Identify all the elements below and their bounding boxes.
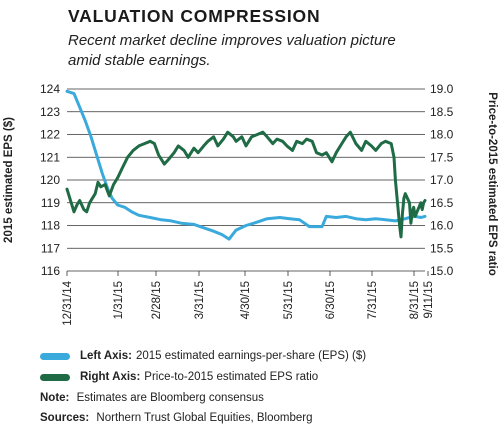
right-tick-label: 16.0 (430, 219, 454, 233)
legend-right-axis: Right Axis: Price-to-2015 estimated EPS … (40, 371, 318, 383)
right-axis-ticks: 15.0 15.5 16.0 16.5 17.0 17.5 18.0 18.5 19.0 (430, 82, 454, 278)
sources: Sources: Northern Trust Global Equities,… (40, 412, 312, 424)
left-tick-label: 123 (40, 105, 60, 119)
series-line-eps (65, 89, 427, 241)
legend-left-axis: Left Axis: 2015 estimated earnings-per-s… (40, 350, 366, 362)
right-axis-label: Price-to-2015 estimated EPS ratio (486, 92, 498, 275)
note: Note: Estimates are Bloomberg consensus (40, 392, 264, 404)
x-tick-label: 6/30/15 (325, 281, 337, 319)
left-axis-ticks: 116 117 118 119 120 121 122 123 124 (40, 82, 60, 278)
right-tick-label: 18.0 (430, 128, 454, 142)
sources-text: Northern Trust Global Equities, Bloomber… (96, 412, 313, 424)
x-tick-label: 2/28/15 (151, 281, 163, 319)
right-tick-label: 17.5 (430, 150, 454, 164)
legend-swatch-eps (40, 352, 70, 360)
x-tick-label: 4/30/15 (240, 281, 252, 319)
legend-left-bold: Left Axis: (80, 350, 132, 362)
right-tick-label: 15.0 (430, 264, 454, 278)
x-axis-ticks: 12/31/14 1/31/15 2/28/15 3/31/15 4/30/15 5/31… (62, 271, 435, 326)
legend-left-text: 2015 estimated earnings-per-share (EPS) … (135, 350, 367, 362)
x-tick-label: 9/11/15 (423, 281, 435, 319)
left-tick-label: 122 (40, 128, 60, 142)
legend-right-bold: Right Axis: (80, 371, 141, 383)
left-tick-label: 121 (40, 150, 60, 164)
right-tick-label: 18.5 (430, 105, 454, 119)
left-tick-label: 117 (41, 241, 60, 255)
note-label: Note: (40, 392, 70, 404)
chart-subtitle: Recent market decline improves valuation… (68, 32, 396, 69)
legend-right-text: Price-to-2015 estimated EPS ratio (144, 371, 319, 383)
x-tick-label: 3/31/15 (194, 281, 206, 319)
x-tick-label: 1/31/15 (113, 281, 125, 319)
gridlines (67, 88, 425, 272)
right-tick-label: 15.5 (430, 241, 454, 255)
x-tick-label: 5/31/15 (283, 281, 295, 319)
x-tick-label: 7/31/15 (367, 281, 379, 319)
x-tick-label: 12/31/14 (62, 280, 74, 325)
left-axis-label: 2015 estimated EPS ($) (3, 117, 15, 243)
right-tick-label: 17.0 (430, 173, 454, 187)
right-tick-label: 19.0 (430, 82, 454, 96)
x-tick-label: 8/31/15 (409, 281, 421, 319)
right-tick-label: 16.5 (430, 196, 454, 210)
series-line-ratio (65, 130, 427, 239)
sources-label: Sources: (40, 412, 90, 424)
left-tick-label: 119 (41, 196, 60, 210)
left-tick-label: 116 (41, 264, 60, 278)
series-lines (65, 89, 427, 241)
left-tick-label: 124 (40, 82, 60, 96)
left-tick-label: 120 (40, 173, 60, 187)
left-tick-label: 118 (41, 219, 60, 233)
note-text: Estimates are Bloomberg consensus (76, 392, 264, 404)
legend-swatch-ratio (40, 373, 70, 381)
chart-title: VALUATION COMPRESSION (68, 6, 321, 26)
